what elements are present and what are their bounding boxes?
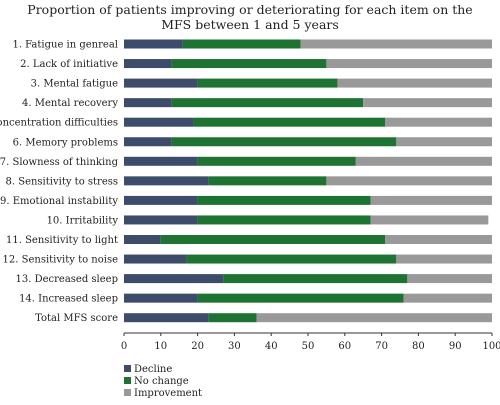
bar-segment-improvement: [407, 274, 492, 284]
bar-segment-no-change: [182, 39, 301, 49]
bar-segment-improvement: [396, 254, 492, 264]
bar-segment-decline: [124, 293, 198, 303]
x-tick-label: 40: [265, 341, 278, 352]
bar-segment-improvement: [337, 78, 492, 88]
bar-segment-improvement: [363, 98, 492, 108]
category-label: 11. Sensitivity to light: [6, 235, 118, 246]
category-label: 4. Mental recovery: [22, 98, 118, 109]
bar-segment-decline: [124, 137, 172, 147]
chart-title: Proportion of patients improving or dete…: [27, 2, 472, 32]
category-label: 6. Memory problems: [13, 137, 118, 148]
bar-segment-decline: [124, 235, 161, 244]
x-tick-label: 80: [412, 341, 425, 352]
bar-segment-improvement: [256, 313, 492, 323]
legend-label: No change: [134, 376, 189, 387]
x-tick-label: 50: [302, 341, 315, 352]
x-tick-label: 60: [338, 341, 351, 352]
bar-segment-no-change: [171, 59, 327, 69]
x-tick-label: 70: [375, 341, 388, 352]
bar-segment-no-change: [197, 156, 356, 166]
bar-segment-improvement: [385, 235, 492, 244]
chart-title-line: Proportion of patients improving or dete…: [27, 2, 472, 17]
x-tick-label: 100: [482, 341, 500, 352]
bar-segment-no-change: [171, 98, 364, 108]
bar-segment-no-change: [186, 254, 397, 264]
x-tick-label: 30: [228, 341, 241, 352]
bar-segment-decline: [124, 117, 194, 127]
bar-segment-decline: [124, 313, 209, 323]
bar-segment-decline: [124, 39, 183, 49]
category-label: 1. Fatigue in genreal: [12, 40, 118, 51]
bar-segment-improvement: [370, 195, 492, 205]
bar-segment-decline: [124, 156, 198, 166]
bar-segment-no-change: [223, 274, 408, 284]
category-label: 3. Mental fatigue: [31, 79, 118, 90]
category-label: 2. Lack of initiative: [20, 59, 118, 70]
bar-segment-decline: [124, 78, 198, 88]
bar-segment-decline: [124, 254, 187, 264]
bar-segment-no-change: [197, 195, 371, 205]
bar-segment-no-change: [197, 293, 404, 303]
bar-segment-improvement: [355, 156, 492, 166]
bar-segment-no-change: [197, 78, 338, 88]
bar-segment-no-change: [171, 137, 397, 147]
x-tick-label: 0: [121, 341, 127, 352]
bar-segment-improvement: [403, 293, 492, 303]
x-tick-label: 90: [449, 341, 462, 352]
bar-segment-no-change: [208, 176, 327, 186]
bar-segment-improvement: [396, 137, 492, 147]
bar-segment-decline: [124, 274, 224, 284]
bar-segment-improvement: [326, 59, 492, 69]
bar-segment-improvement: [300, 39, 492, 49]
bar-segment-decline: [124, 215, 198, 225]
legend-swatch: [124, 377, 131, 384]
category-label: 8. Sensitivity to stress: [6, 176, 119, 187]
bar-segment-improvement: [385, 117, 492, 127]
bar-segment-decline: [124, 176, 209, 186]
legend-label: Improvement: [134, 388, 202, 399]
category-label: 7. Slowness of thinking: [0, 157, 119, 168]
bars: [124, 39, 492, 323]
category-label: 10. Irritability: [47, 215, 119, 226]
bar-segment-no-change: [160, 235, 386, 244]
category-labels: 1. Fatigue in genreal 2. Lack of initiati…: [0, 40, 119, 325]
bar-segment-decline: [124, 98, 172, 108]
bar-segment-no-change: [208, 313, 257, 323]
legend-label: Decline: [134, 364, 172, 375]
category-label: 14. Increased sleep: [19, 294, 118, 305]
x-tick-label: 10: [154, 341, 167, 352]
category-label: Total MFS score: [35, 313, 118, 324]
category-label: 12. Sensitivity to noise: [3, 255, 119, 266]
bar-segment-improvement: [326, 176, 492, 186]
bar-segment-no-change: [197, 215, 371, 225]
chart-title-line: MFS between 1 and 5 years: [161, 17, 339, 32]
bar-segment-decline: [124, 59, 172, 69]
legend-swatch: [124, 365, 131, 372]
bar-segment-no-change: [193, 117, 386, 127]
category-label: 5. Concentration difficulties: [0, 118, 118, 129]
x-axis: 0 10 20 30 40 50 60 70 80 90 100: [121, 332, 500, 352]
category-label: 13. Decreased sleep: [16, 274, 118, 285]
category-label: 9. Emotional instability: [0, 196, 118, 207]
legend-swatch: [124, 389, 131, 396]
bar-segment-decline: [124, 195, 198, 205]
x-tick-label: 20: [191, 341, 204, 352]
bar-segment-improvement: [370, 215, 489, 225]
